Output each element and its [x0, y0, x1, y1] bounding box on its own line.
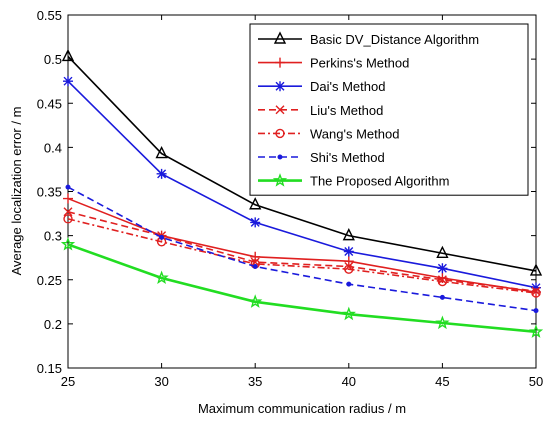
series-7 [60, 236, 544, 338]
data-point [154, 270, 169, 285]
series-3 [63, 76, 541, 293]
data-point [250, 217, 261, 228]
data-point [61, 48, 75, 62]
series-line [67, 211, 537, 293]
x-tick-label: 30 [154, 374, 168, 389]
data-point [65, 184, 71, 190]
series-line [67, 218, 537, 294]
y-tick-label: 0.2 [44, 317, 62, 332]
data-point [60, 236, 76, 251]
legend-box [249, 23, 529, 196]
data-point [528, 324, 544, 338]
x-axis-label: Maximum communication radius / m [198, 401, 406, 416]
legend-swatch-marker [273, 31, 287, 44]
data-point [439, 294, 445, 300]
y-tick-label: 0.4 [44, 140, 62, 155]
series-line [67, 80, 537, 289]
legend-swatch-marker [275, 128, 285, 139]
series-1 [61, 48, 543, 276]
data-point [346, 281, 352, 287]
legend-label: Perkins's Method [310, 56, 409, 71]
legend-label: Dai's Method [310, 79, 385, 94]
data-point [156, 168, 167, 179]
y-tick-label: 0.55 [37, 8, 62, 23]
x-axis: 25 30 35 40 45 50 [61, 15, 543, 389]
legend-label: Wang's Method [310, 126, 399, 141]
data-point [252, 264, 258, 270]
x-tick-label: 50 [529, 374, 543, 389]
y-tick-label: 0.35 [37, 185, 62, 200]
data-point [437, 275, 447, 285]
data-point [531, 282, 541, 293]
x-tick-label: 35 [248, 374, 262, 389]
data-point [63, 207, 73, 217]
data-point [159, 234, 165, 240]
data-point [249, 197, 262, 210]
data-point [341, 306, 356, 321]
data-point [529, 263, 543, 276]
legend-swatch-marker [272, 173, 288, 187]
y-tick-label: 0.25 [37, 273, 62, 288]
x-tick-label: 40 [342, 374, 356, 389]
series-6 [65, 184, 539, 314]
y-tick-label: 0.15 [37, 361, 62, 376]
data-point [248, 294, 263, 308]
data-point [437, 276, 448, 287]
legend-label: Liu's Method [310, 103, 383, 118]
series-line [67, 55, 537, 272]
series-layer [60, 48, 544, 338]
data-point [63, 76, 73, 87]
x-tick-label: 25 [61, 374, 75, 389]
series-5 [63, 214, 541, 298]
legend-swatch-marker [275, 81, 285, 92]
legend: Basic DV_Distance Algorithm Perkins's Met… [249, 23, 529, 196]
y-axis-label: Average localization error / m [9, 107, 24, 276]
y-tick-label: 0.5 [44, 52, 62, 67]
data-point [342, 228, 355, 241]
data-point [63, 214, 73, 224]
data-point [533, 308, 539, 314]
data-point [437, 263, 448, 274]
data-point [435, 315, 450, 330]
series-line [67, 243, 537, 334]
legend-swatch-marker [275, 57, 285, 68]
data-point [155, 145, 168, 159]
y-axis: 0.15 0.2 0.25 0.3 0.35 0.4 0.45 0.5 0.55 [37, 8, 536, 376]
y-tick-label: 0.45 [37, 96, 62, 111]
data-point [344, 264, 354, 274]
legend-swatch-marker [275, 105, 285, 115]
data-point [531, 288, 541, 298]
data-point [63, 193, 73, 204]
legend-swatch-marker [277, 154, 283, 160]
data-point [343, 246, 354, 257]
y-tick-label: 0.3 [44, 229, 62, 244]
legend-label: Shi's Method [310, 150, 385, 165]
legend-label: The Proposed Algorithm [310, 174, 449, 189]
legend-label: Basic DV_Distance Algorithm [310, 32, 479, 47]
x-tick-label: 45 [435, 374, 449, 389]
data-point [531, 286, 541, 296]
data-point [436, 245, 449, 258]
series-line [67, 186, 537, 312]
